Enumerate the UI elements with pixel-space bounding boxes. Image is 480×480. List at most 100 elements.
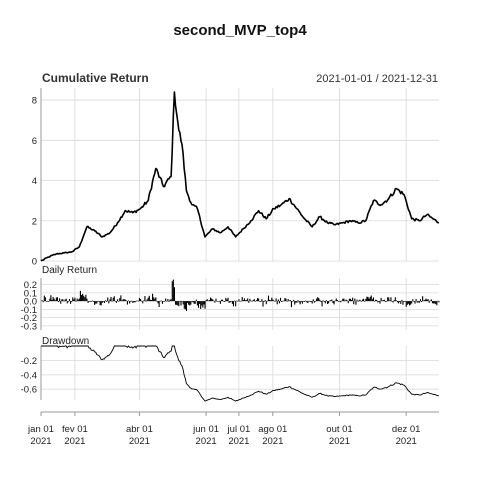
daily-return-bar: [98, 300, 100, 302]
daily-return-bar: [105, 300, 107, 302]
daily-return-bar: [295, 301, 297, 303]
daily-return-bar: [197, 301, 200, 308]
daily-return-bar: [204, 301, 206, 309]
daily-return-bar: [318, 298, 320, 302]
daily-return-bar: [178, 301, 180, 307]
daily-return-bar: [114, 300, 116, 302]
daily-return-bar: [241, 297, 243, 302]
daily-return-bar: [179, 300, 181, 302]
daily-return-bar: [217, 301, 219, 302]
daily-return-bar: [286, 301, 288, 302]
daily-return-bar: [425, 298, 427, 302]
daily-return-bar: [252, 300, 254, 302]
daily-return-bar: [228, 301, 230, 303]
daily-return-bar: [260, 301, 262, 303]
daily-return-bar: [427, 299, 429, 302]
daily-return-bar: [62, 299, 64, 302]
daily-return-bar: [298, 301, 300, 303]
daily-return-bar: [267, 295, 270, 302]
daily-return-bar: [399, 301, 401, 303]
daily-return-bar: [367, 296, 369, 302]
daily-return-bar: [95, 301, 97, 304]
daily-return-bar: [172, 279, 174, 302]
daily-return-bar: [80, 295, 83, 302]
daily-return-bar: [226, 299, 228, 302]
daily-return-bar: [192, 301, 194, 303]
daily-return-bar: [413, 301, 415, 302]
daily-return-bar: [131, 300, 133, 302]
daily-return-bar: [359, 300, 361, 302]
daily-return-bar: [156, 301, 158, 302]
daily-return-bar: [266, 300, 268, 302]
daily-return-bar: [281, 301, 283, 302]
daily-return-bar: [205, 299, 207, 302]
daily-return-bar: [45, 301, 48, 302]
daily-return-bar: [109, 299, 111, 302]
daily-return-bar: [353, 301, 355, 305]
daily-return-bar: [383, 299, 385, 302]
daily-return-bar: [49, 298, 51, 302]
daily-return-bar: [376, 299, 378, 302]
daily-return-bar: [181, 300, 183, 302]
daily-return-bar: [141, 300, 143, 302]
daily-return-bar: [348, 298, 350, 302]
daily-return-bar: [111, 300, 113, 302]
daily-return-bar: [401, 299, 403, 302]
daily-return-bar: [262, 301, 264, 307]
daily-return-bar: [347, 301, 349, 304]
daily-return-bar: [165, 298, 167, 302]
daily-return-bar: [396, 301, 399, 303]
daily-return-bar: [382, 300, 384, 302]
daily-return-bar: [153, 297, 155, 302]
daily-return-bar: [150, 299, 153, 302]
daily-return-bar: [392, 301, 394, 303]
daily-return-bar: [134, 301, 136, 303]
daily-return-bar: [299, 301, 301, 305]
daily-return-bar: [293, 299, 295, 302]
daily-return-bar: [291, 301, 294, 302]
daily-return-bar: [433, 301, 435, 304]
daily-return-bar: [127, 300, 130, 302]
daily-return-bar: [435, 301, 437, 305]
y-tick-label-daily: -0.1: [21, 305, 37, 316]
daily-return-bar: [110, 296, 112, 302]
daily-return-bar: [335, 298, 337, 302]
daily-return-bar: [89, 301, 91, 302]
x-tick-year: 2021: [64, 436, 85, 447]
daily-return-bar: [168, 301, 170, 302]
daily-return-bar: [78, 298, 80, 302]
daily-return-bar: [301, 301, 303, 304]
daily-return-bar: [248, 301, 250, 303]
daily-return-bar: [152, 293, 154, 302]
daily-return-bar: [368, 298, 370, 302]
daily-return-bar: [387, 297, 389, 302]
daily-return-bar: [92, 301, 95, 302]
daily-return-bar: [312, 299, 314, 302]
daily-return-bar: [176, 301, 178, 305]
daily-return-bar: [240, 300, 242, 302]
daily-return-bar: [229, 301, 231, 303]
daily-return-bar: [117, 299, 119, 302]
daily-return-bar: [224, 301, 226, 302]
daily-return-bar: [66, 301, 68, 304]
daily-return-bar: [334, 300, 336, 302]
daily-return-bar: [278, 301, 280, 304]
daily-return-bar: [177, 301, 179, 306]
daily-return-bar: [428, 301, 430, 303]
daily-return-bar: [426, 299, 428, 302]
daily-return-bar: [263, 301, 265, 302]
daily-return-bar: [326, 301, 329, 305]
daily-return-bar: [261, 299, 263, 302]
daily-return-bar: [388, 297, 390, 302]
daily-return-bar: [337, 301, 340, 302]
daily-return-bar: [145, 301, 147, 302]
daily-return-bar: [394, 297, 396, 302]
daily-return-bar: [190, 301, 192, 305]
daily-return-bar: [406, 301, 408, 305]
daily-return-bar: [381, 300, 383, 302]
daily-return-bar: [187, 301, 189, 303]
daily-return-bar: [213, 300, 215, 302]
daily-return-bar: [199, 301, 201, 304]
daily-return-bar: [99, 301, 101, 306]
daily-return-bar: [379, 301, 381, 304]
